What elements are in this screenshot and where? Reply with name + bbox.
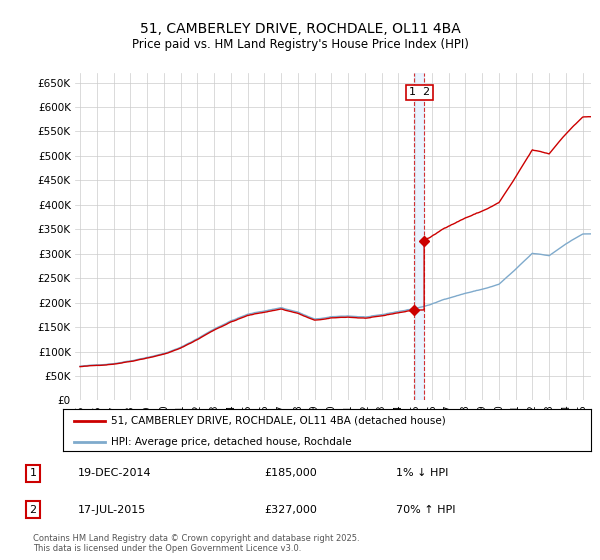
Text: 1  2: 1 2 [409, 87, 430, 97]
Text: £327,000: £327,000 [264, 505, 317, 515]
Text: Price paid vs. HM Land Registry's House Price Index (HPI): Price paid vs. HM Land Registry's House … [131, 38, 469, 51]
Text: 2: 2 [29, 505, 37, 515]
Text: 51, CAMBERLEY DRIVE, ROCHDALE, OL11 4BA (detached house): 51, CAMBERLEY DRIVE, ROCHDALE, OL11 4BA … [110, 416, 445, 426]
Bar [415, 73, 424, 400]
Text: HPI: Average price, detached house, Rochdale: HPI: Average price, detached house, Roch… [110, 437, 351, 446]
Text: 1% ↓ HPI: 1% ↓ HPI [396, 468, 448, 478]
Text: 70% ↑ HPI: 70% ↑ HPI [396, 505, 455, 515]
Text: £185,000: £185,000 [264, 468, 317, 478]
Text: 1: 1 [29, 468, 37, 478]
Text: 51, CAMBERLEY DRIVE, ROCHDALE, OL11 4BA: 51, CAMBERLEY DRIVE, ROCHDALE, OL11 4BA [140, 22, 460, 36]
Text: Contains HM Land Registry data © Crown copyright and database right 2025.
This d: Contains HM Land Registry data © Crown c… [33, 534, 359, 553]
Text: 19-DEC-2014: 19-DEC-2014 [78, 468, 152, 478]
Text: 17-JUL-2015: 17-JUL-2015 [78, 505, 146, 515]
